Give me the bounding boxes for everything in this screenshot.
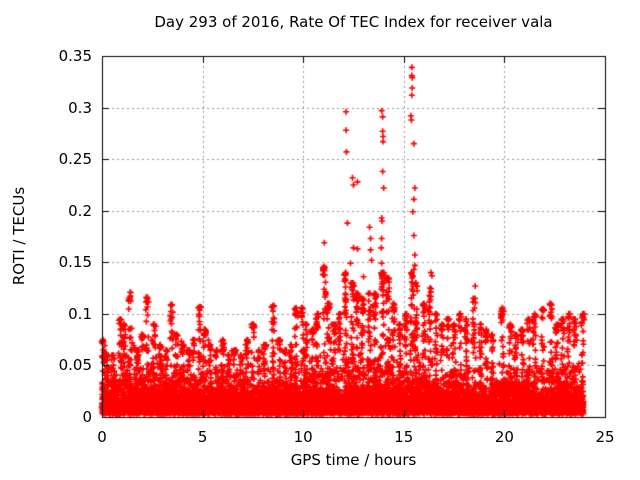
x-tick-label: 10 <box>293 428 313 446</box>
x-tick-label: 5 <box>197 428 208 446</box>
x-tick-label: 15 <box>394 428 414 446</box>
y-tick-label: 0.05 <box>58 356 92 375</box>
x-tick-label: 20 <box>494 428 514 446</box>
y-tick-label: 0.15 <box>58 253 92 272</box>
y-tick-label: 0.35 <box>58 47 92 65</box>
chart-title: Day 293 of 2016, Rate Of TEC Index for r… <box>154 13 553 31</box>
x-axis-label: GPS time / hours <box>290 451 417 469</box>
y-tick-label: 0.25 <box>58 150 92 169</box>
y-tick-label: 0.2 <box>68 201 92 220</box>
x-tick-label: 25 <box>595 428 615 446</box>
y-tick-label: 0 <box>82 408 92 426</box>
x-tick-label: 0 <box>97 428 107 446</box>
y-tick-label: 0.3 <box>68 98 92 117</box>
y-tick-label: 0.1 <box>68 304 92 323</box>
